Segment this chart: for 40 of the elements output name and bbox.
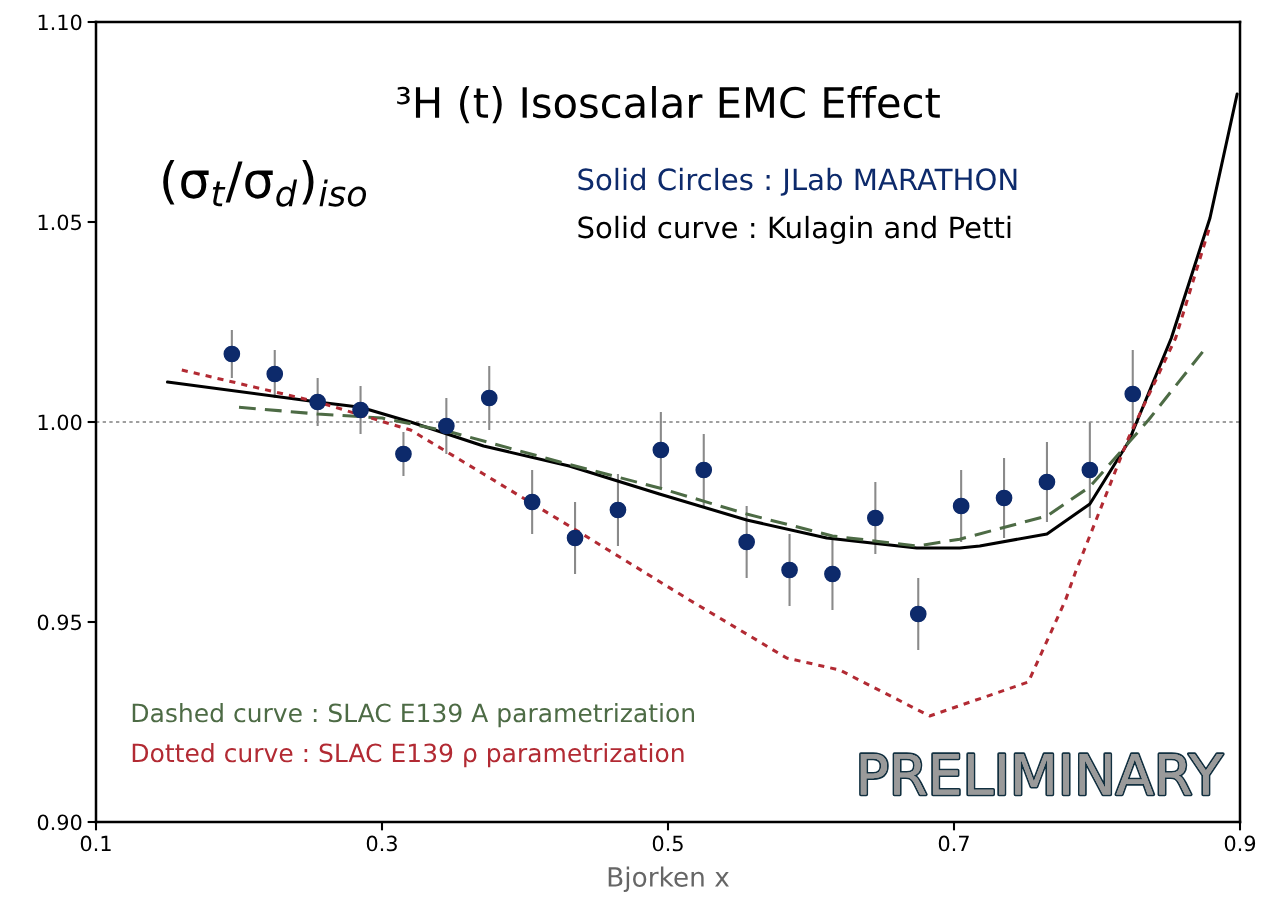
x-tick-label: 0.5 xyxy=(652,835,683,852)
point xyxy=(824,565,841,583)
point xyxy=(223,345,241,363)
point xyxy=(352,401,369,419)
point xyxy=(1038,473,1056,491)
annotation: (σ$_{t}$/σ$_{d}$)$_{iso}$ xyxy=(163,160,367,207)
point xyxy=(309,393,326,411)
point xyxy=(867,509,884,527)
annotation: Solid Circles : JLab MARATHON xyxy=(578,167,1017,196)
point xyxy=(695,461,713,479)
point xyxy=(738,533,755,551)
point xyxy=(609,501,627,519)
point xyxy=(781,561,798,579)
point xyxy=(438,417,455,435)
point xyxy=(395,445,412,463)
point xyxy=(566,529,584,547)
point xyxy=(480,389,498,407)
y-tick-label: 0.95 xyxy=(37,614,81,631)
x-axis-title: Bjorken x xyxy=(608,866,729,893)
point xyxy=(995,489,1013,507)
x-tick-label: 0.7 xyxy=(938,835,969,852)
x-tick-label: 0.9 xyxy=(1224,835,1256,852)
point xyxy=(1124,385,1142,403)
point xyxy=(652,441,670,459)
annotation: Solid curve : Kulagin and Petti xyxy=(578,215,1011,245)
annotation: Dashed curve : SLAC E139 A parametrization xyxy=(132,703,695,728)
y-tick-label: 0.90 xyxy=(37,814,82,831)
y-tick-label: 1.00 xyxy=(38,414,82,431)
point xyxy=(266,365,284,383)
y-tick-label: 1.10 xyxy=(38,14,82,31)
x-tick-label: 0.1 xyxy=(80,835,111,852)
x-tick-label: 0.3 xyxy=(366,835,397,852)
text: ³H (t) Isoscalar EMC Effect xyxy=(397,86,940,124)
y-tick-label: 1.05 xyxy=(38,214,81,231)
point xyxy=(523,493,541,511)
point xyxy=(1081,461,1099,479)
point xyxy=(952,497,970,515)
annotation: Dotted curve : SLAC E139 ρ parametrization xyxy=(132,743,684,768)
annotation: PRELIMINARY xyxy=(860,753,1223,795)
point xyxy=(909,605,927,623)
